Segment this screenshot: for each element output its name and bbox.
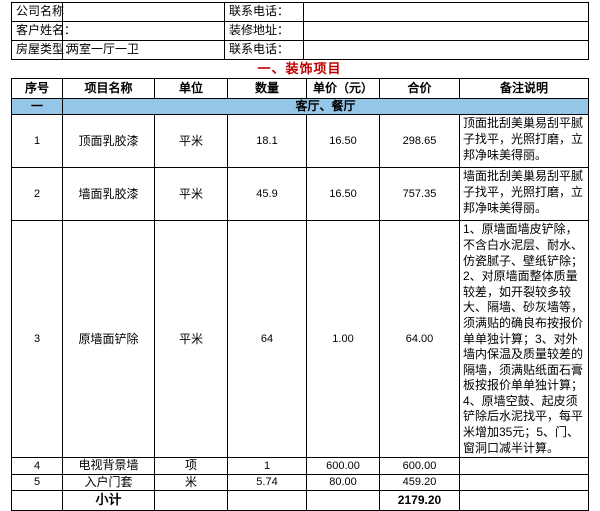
row-unit[interactable]: 米 [154,473,228,491]
table-header-row: 序号 项目名称 单位 数量 单价（元） 合价 备注说明 [11,78,589,99]
customer-name-value[interactable] [62,21,225,41]
row-no: 2 [11,167,63,222]
subtotal-no [11,489,63,511]
row-no: 1 [11,114,63,169]
row-name[interactable]: 墙面乳胶漆 [62,167,155,222]
row-unit[interactable]: 项 [154,457,228,475]
table-row: 2 墙面乳胶漆 平米 45.9 16.50 757.35 墙面批刮美巢易刮平腻子… [11,167,589,222]
section-name: 客厅、餐厅 [62,97,589,116]
row-no: 3 [11,220,63,459]
row-name[interactable]: 入户门套 [62,473,155,491]
renovation-address-label: 装修地址： [224,21,304,41]
row-qty[interactable]: 64 [227,220,307,459]
info-row: 公司名称 联系电话： [11,2,589,22]
row-unit[interactable]: 平米 [154,220,228,459]
customer-info-table: 公司名称 联系电话： 客户姓名： 装修地址： 房屋类型： 两室一厅一卫 联系电话… [11,2,589,60]
decoration-items-table: 序号 项目名称 单位 数量 单价（元） 合价 备注说明 一 客厅、餐厅 1 顶面… [11,78,589,511]
subtotal-amount: 2179.20 [379,489,460,511]
col-header-no: 序号 [11,78,63,99]
col-header-amount: 合价 [379,78,460,99]
table-row: 4 电视背景墙 项 1 600.00 600.00 [11,457,589,475]
house-type-value[interactable]: 两室一厅一卫 [62,40,225,60]
contact-phone-2-label: 联系电话： [224,40,304,60]
row-price[interactable]: 600.00 [306,457,380,475]
section-band-row: 一 客厅、餐厅 [11,97,589,116]
subtotal-qty [227,489,307,511]
row-qty[interactable]: 18.1 [227,114,307,169]
subtotal-label: 小计 [62,489,155,511]
col-header-remark: 备注说明 [459,78,589,99]
row-amount[interactable]: 298.65 [379,114,460,169]
row-price[interactable]: 16.50 [306,167,380,222]
row-price[interactable]: 16.50 [306,114,380,169]
company-name-value[interactable] [62,2,225,22]
customer-name-label: 客户姓名： [11,21,76,41]
row-remark[interactable]: 顶面批刮美巢易刮平腻子找平，光照打磨，立邦净味美得丽。 [459,114,589,169]
row-remark[interactable] [459,473,589,491]
contact-phone-value[interactable] [303,2,589,22]
subtotal-row: 小计 2179.20 [11,489,589,511]
col-header-price: 单价（元） [306,78,380,99]
row-remark[interactable]: 墙面批刮美巢易刮平腻子找平，光照打磨，立邦净味美得丽。 [459,167,589,222]
row-name[interactable]: 顶面乳胶漆 [62,114,155,169]
row-qty[interactable]: 45.9 [227,167,307,222]
row-qty[interactable]: 1 [227,457,307,475]
subtotal-remark [459,489,589,511]
info-row: 房屋类型： 两室一厅一卫 联系电话： [11,40,589,60]
spreadsheet-sheet: 公司名称 联系电话： 客户姓名： 装修地址： 房屋类型： 两室一厅一卫 联系电话… [11,2,589,511]
col-header-name: 项目名称 [62,78,155,99]
row-remark[interactable]: 1、原墙面墙皮铲除，不含白水泥层、耐水、仿瓷腻子、壁纸铲除；2、对原墙面整体质量… [459,220,589,459]
section-title-row: 一、装饰项目 [11,61,588,78]
row-name[interactable]: 原墙面铲除 [62,220,155,459]
row-price[interactable]: 1.00 [306,220,380,459]
col-header-qty: 数量 [227,78,307,99]
row-unit[interactable]: 平米 [154,114,228,169]
row-qty[interactable]: 5.74 [227,473,307,491]
page-title: 一、装饰项目 [257,61,342,77]
contact-phone-2-value[interactable] [303,40,589,60]
row-unit[interactable]: 平米 [154,167,228,222]
row-price[interactable]: 80.00 [306,473,380,491]
subtotal-price [306,489,380,511]
row-no: 5 [11,473,63,491]
row-name[interactable]: 电视背景墙 [62,457,155,475]
table-row: 3 原墙面铲除 平米 64 1.00 64.00 1、原墙面墙皮铲除，不含白水泥… [11,220,589,459]
house-type-label: 房屋类型： [11,40,76,60]
row-amount[interactable]: 64.00 [379,220,460,459]
subtotal-unit [154,489,228,511]
info-row: 客户姓名： 装修地址： [11,21,589,41]
row-remark[interactable] [459,457,589,475]
row-no: 4 [11,457,63,475]
row-amount[interactable]: 459.20 [379,473,460,491]
renovation-address-value[interactable] [303,21,589,41]
row-amount[interactable]: 600.00 [379,457,460,475]
company-name-label: 公司名称 [11,2,64,22]
section-title-table: 一、装饰项目 [11,61,588,78]
contact-phone-label: 联系电话： [224,2,304,22]
row-amount[interactable]: 757.35 [379,167,460,222]
table-row: 1 顶面乳胶漆 平米 18.1 16.50 298.65 顶面批刮美巢易刮平腻子… [11,114,589,169]
section-index: 一 [11,97,63,116]
table-row: 5 入户门套 米 5.74 80.00 459.20 [11,473,589,491]
col-header-unit: 单位 [154,78,228,99]
